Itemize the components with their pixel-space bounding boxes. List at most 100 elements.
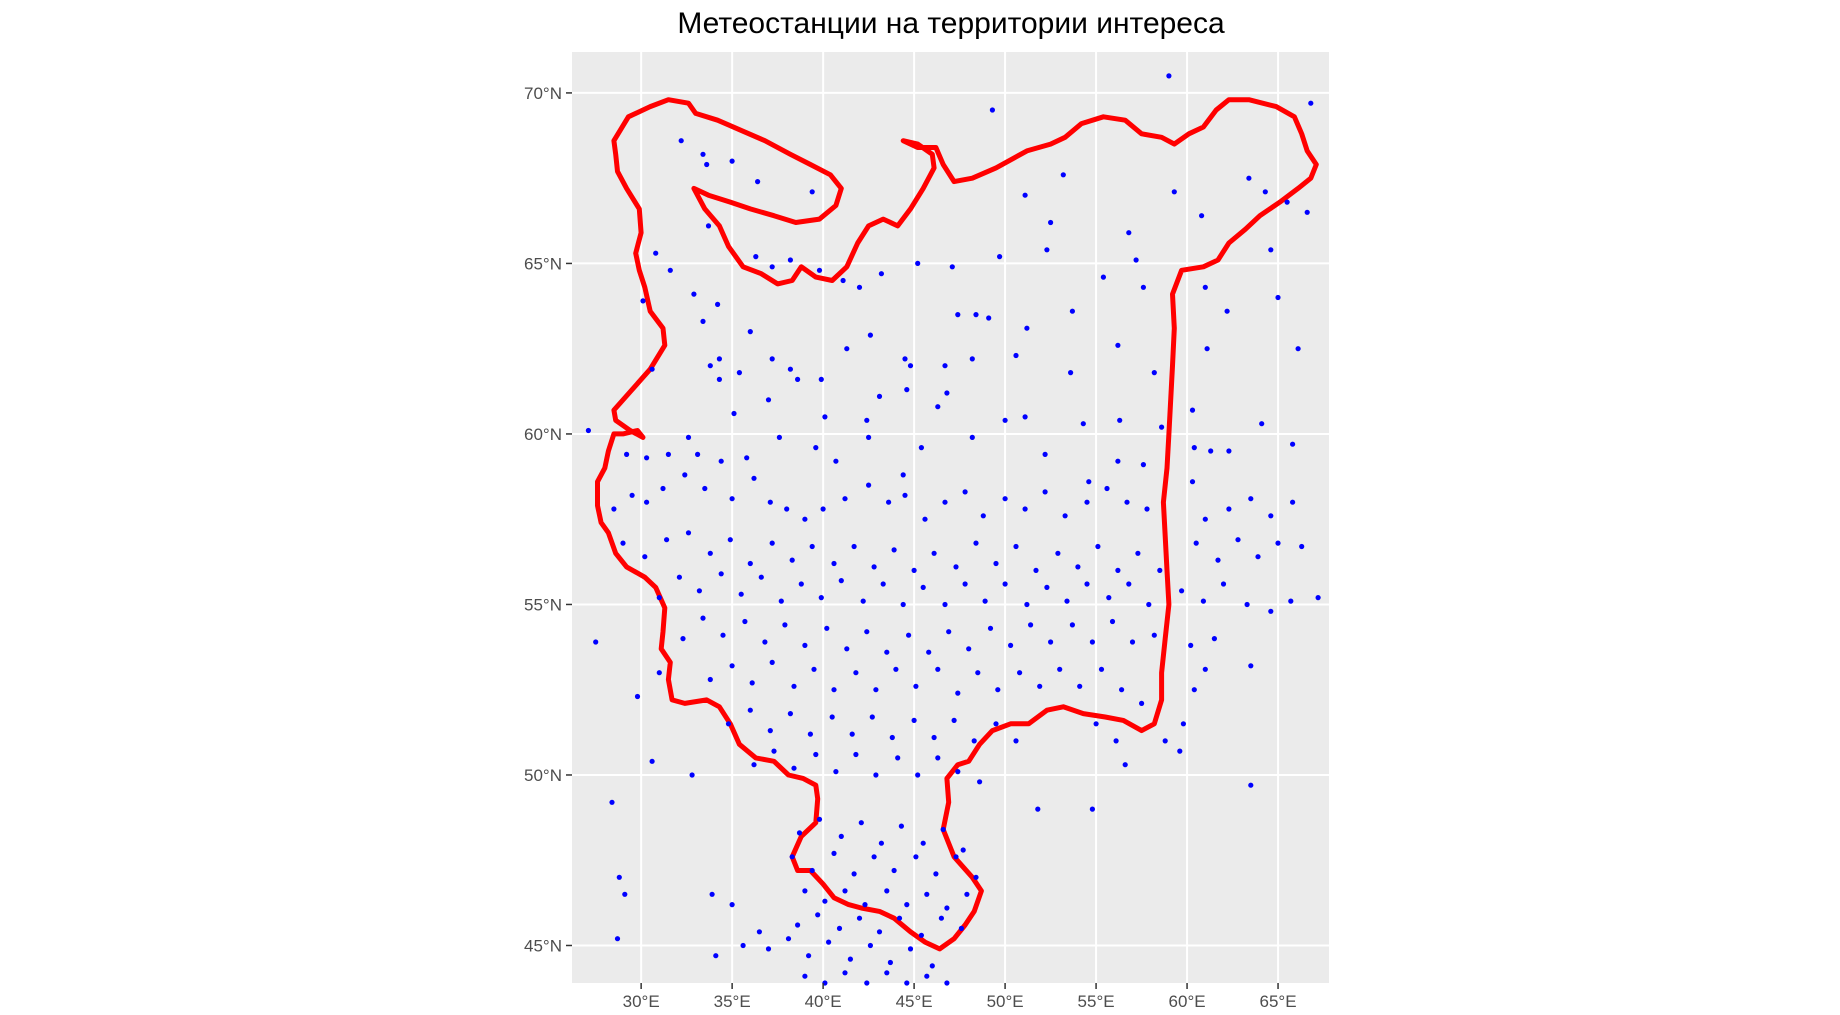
station-point — [1089, 806, 1095, 812]
station-point — [749, 680, 755, 686]
station-point — [1202, 666, 1208, 672]
station-point — [838, 578, 844, 584]
station-point — [844, 346, 850, 352]
station-point — [1095, 543, 1101, 550]
station-point — [585, 427, 592, 434]
station-point — [700, 151, 706, 157]
station-point — [1022, 192, 1028, 198]
station-point — [1109, 618, 1116, 625]
station-point — [718, 458, 724, 464]
station-point — [736, 370, 743, 376]
station-point — [1268, 513, 1274, 519]
station-point — [620, 540, 626, 546]
station-point — [778, 598, 784, 604]
station-point — [871, 854, 877, 860]
station-point — [1002, 581, 1008, 587]
y-tick-label: 55°N — [524, 595, 562, 614]
station-point — [1157, 567, 1163, 574]
station-point — [1246, 175, 1252, 181]
station-point — [951, 717, 957, 724]
region-boundary — [595, 97, 1319, 952]
station-point — [755, 179, 761, 185]
station-point — [940, 826, 946, 833]
station-point — [1115, 458, 1121, 464]
station-point — [704, 161, 710, 168]
station-point — [1122, 762, 1128, 768]
station-point — [1191, 687, 1197, 693]
station-point — [884, 970, 890, 976]
station-point — [1259, 421, 1265, 427]
station-point — [913, 854, 919, 860]
station-point — [831, 560, 837, 567]
station-point — [958, 925, 965, 932]
x-tick-label: 65°E — [1260, 992, 1297, 1011]
x-tick-label: 50°E — [987, 992, 1024, 1011]
station-point — [1220, 581, 1227, 587]
station-point — [1215, 557, 1221, 563]
station-point — [856, 284, 863, 290]
station-point — [971, 738, 977, 744]
station-point — [1068, 370, 1074, 376]
station-point — [904, 387, 910, 393]
station-point — [866, 434, 872, 440]
station-point — [907, 946, 914, 952]
station-point — [1126, 581, 1132, 587]
station-point — [935, 666, 941, 672]
station-point — [873, 772, 879, 778]
station-point — [884, 888, 890, 894]
station-point — [1022, 506, 1028, 512]
station-point — [1115, 567, 1121, 574]
station-point — [931, 734, 937, 741]
station-point — [1100, 274, 1106, 280]
station-point — [1126, 230, 1132, 236]
station-point — [1013, 738, 1019, 744]
station-point — [986, 315, 992, 321]
station-point — [949, 264, 955, 270]
station-point — [787, 366, 794, 372]
station-point — [785, 936, 792, 942]
station-point — [847, 956, 854, 962]
station-point — [891, 547, 897, 553]
station-point — [938, 915, 945, 921]
station-point — [864, 980, 870, 986]
station-point — [1268, 608, 1274, 614]
station-point — [896, 915, 903, 921]
station-point — [1284, 199, 1290, 205]
station-point — [1098, 666, 1105, 672]
station-point — [944, 905, 950, 911]
station-point — [740, 942, 746, 949]
station-point — [644, 455, 650, 461]
station-point — [1024, 601, 1030, 608]
station-point — [1055, 550, 1061, 556]
station-point — [869, 714, 875, 720]
station-point — [1113, 738, 1119, 744]
station-point — [614, 936, 621, 942]
station-point — [876, 393, 883, 399]
station-point — [802, 516, 808, 522]
station-point — [664, 537, 670, 543]
station-point — [933, 871, 939, 877]
station-point — [987, 625, 994, 631]
station-point — [642, 554, 648, 560]
station-point — [1189, 407, 1196, 413]
station-point — [871, 564, 877, 570]
station-point — [769, 264, 775, 270]
station-point — [1115, 342, 1121, 348]
station-point — [747, 329, 753, 335]
station-point — [634, 693, 641, 700]
station-point — [1084, 581, 1090, 587]
station-point — [1151, 370, 1157, 376]
station-point — [1244, 601, 1250, 608]
station-point — [769, 540, 775, 546]
station-point — [884, 649, 890, 655]
x-tick-label: 60°E — [1169, 992, 1206, 1011]
station-point — [895, 755, 901, 761]
station-point — [926, 649, 932, 655]
station-point — [935, 755, 941, 761]
station-point — [1202, 516, 1208, 522]
station-point — [678, 138, 684, 144]
station-point — [973, 312, 979, 318]
y-tick-label: 50°N — [524, 766, 562, 785]
station-point — [680, 636, 686, 642]
station-point — [753, 254, 759, 260]
